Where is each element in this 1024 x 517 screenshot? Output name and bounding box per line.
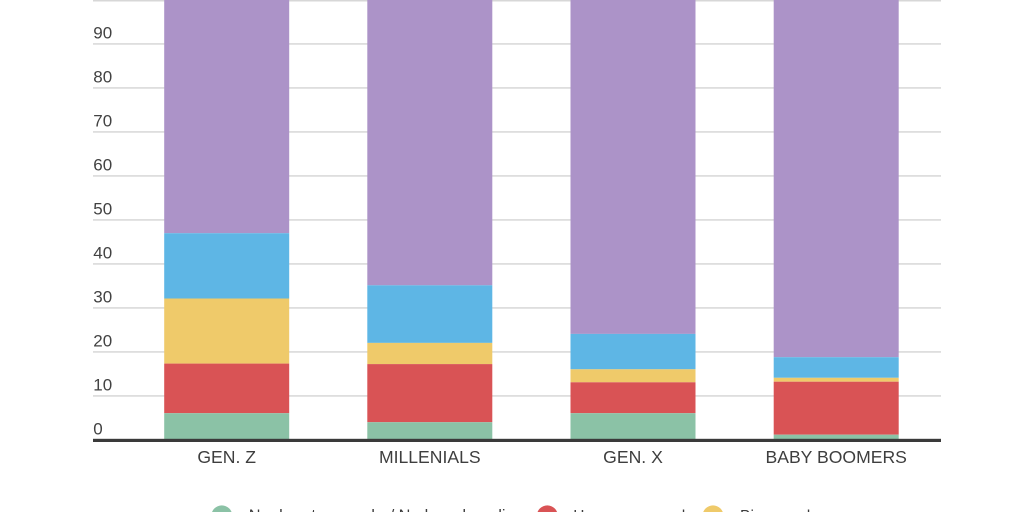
- svg-text:Heavy on sounds: Heavy on sounds: [573, 508, 693, 512]
- svg-text:80: 80: [93, 67, 112, 86]
- svg-text:40: 40: [93, 243, 112, 262]
- svg-text:70: 70: [93, 111, 112, 130]
- svg-text:0: 0: [93, 419, 102, 438]
- svg-text:Big sounds: Big sounds: [740, 508, 818, 512]
- svg-text:60: 60: [93, 155, 112, 174]
- svg-text:GEN. X: GEN. X: [603, 447, 663, 467]
- svg-text:MILLENIALS: MILLENIALS: [379, 447, 481, 467]
- svg-text:GEN. Z: GEN. Z: [197, 447, 256, 467]
- svg-text:/ No-brand media: / No-brand media: [390, 507, 516, 512]
- svg-text:30: 30: [93, 287, 112, 306]
- svg-text:10: 10: [93, 375, 112, 394]
- svg-text:BABY BOOMERS: BABY BOOMERS: [765, 447, 906, 467]
- svg-text:20: 20: [93, 331, 112, 350]
- svg-text:50: 50: [93, 199, 112, 218]
- svg-text:90: 90: [93, 23, 112, 42]
